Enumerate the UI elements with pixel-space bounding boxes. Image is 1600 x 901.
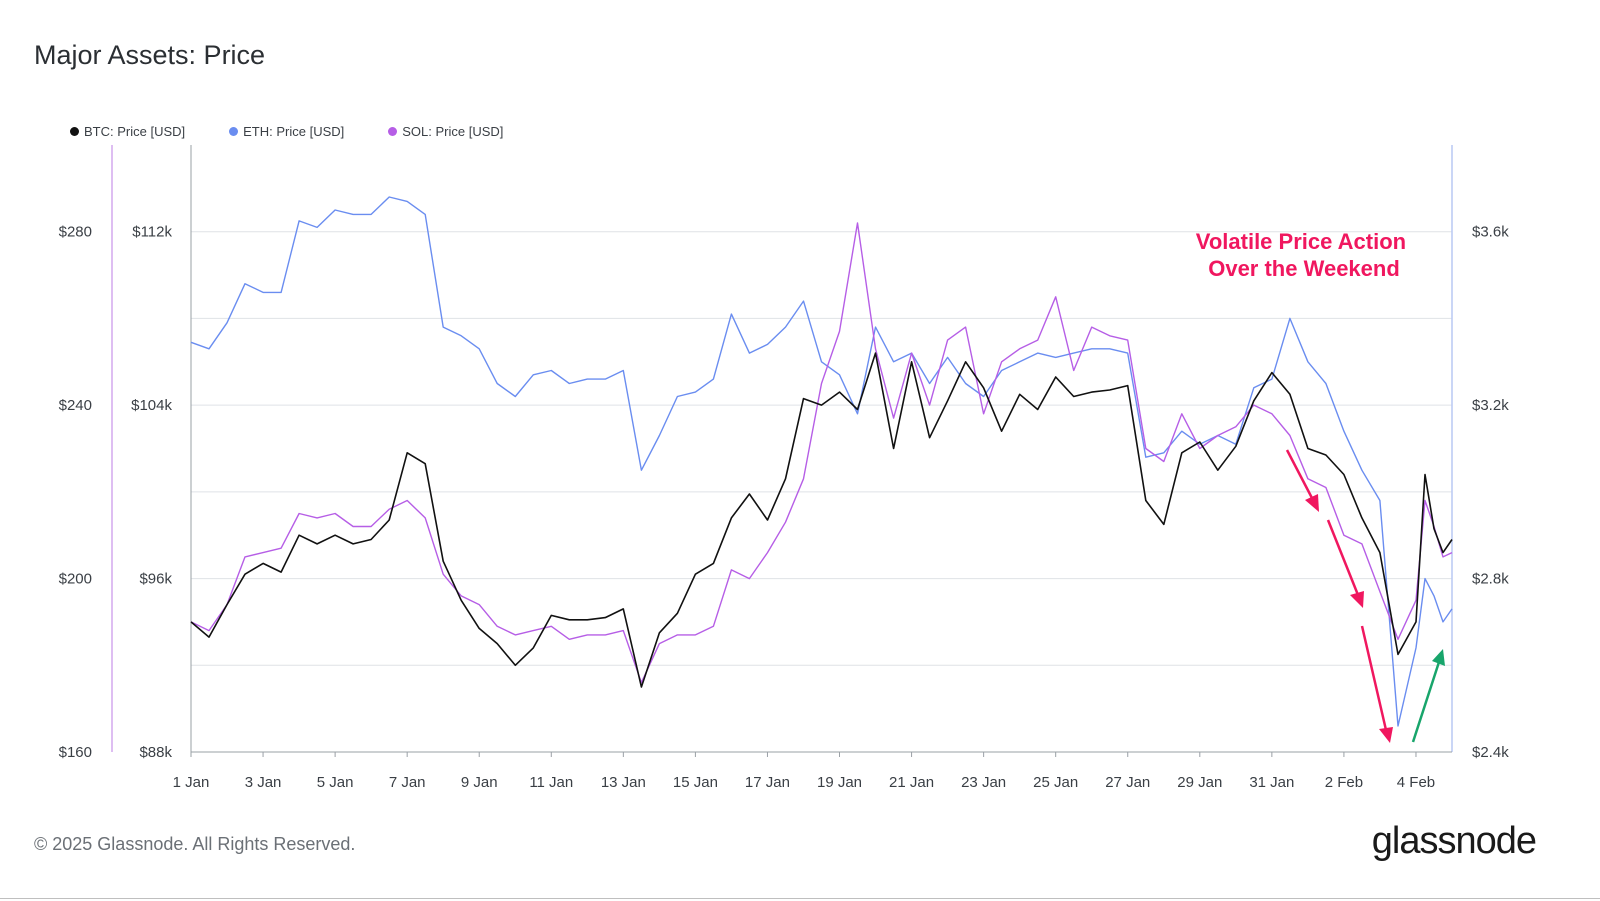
chart-title: Major Assets: Price	[34, 40, 266, 70]
x-tick-label: 3 Jan	[245, 774, 282, 791]
legend-dot-sol	[388, 127, 398, 136]
annotation: Volatile Price Action Over the Weekend	[1196, 229, 1445, 743]
x-tick-label: 21 Jan	[889, 774, 934, 791]
bottom-divider	[0, 898, 1600, 899]
x-tick-label: 15 Jan	[673, 774, 718, 791]
down-arrow-1	[1285, 449, 1319, 512]
btc-tick-label: $88k	[139, 744, 172, 761]
eth-price-line[interactable]	[190, 196, 1453, 727]
btc-tick-label: $104k	[131, 397, 172, 414]
eth-tick-label: $3.2k	[1472, 397, 1509, 414]
x-tick-label: 23 Jan	[961, 774, 1006, 791]
x-tick-label: 7 Jan	[389, 774, 426, 791]
eth-tick-label: $2.8k	[1472, 571, 1509, 588]
x-tick-label: 29 Jan	[1177, 774, 1222, 791]
x-tick-label: 31 Jan	[1249, 774, 1294, 791]
legend-item-btc[interactable]: BTC: Price [USD]	[70, 124, 185, 139]
eth-tick-label: $3.6k	[1472, 224, 1509, 241]
x-tick-label: 4 Feb	[1397, 774, 1435, 791]
btc-axis-ticks: $88k $96k $104k $112k	[131, 224, 172, 761]
sol-tick-label: $200	[59, 571, 92, 588]
btc-tick-label: $96k	[139, 571, 172, 588]
legend-label-eth: ETH: Price [USD]	[243, 124, 345, 139]
x-tick-label: 1 Jan	[173, 774, 210, 791]
sol-tick-label: $240	[59, 397, 92, 414]
btc-tick-label: $112k	[132, 224, 172, 241]
eth-tick-label: $2.4k	[1472, 744, 1509, 761]
x-tick-label: 17 Jan	[745, 774, 790, 791]
copyright-footer: © 2025 Glassnode. All Rights Reserved.	[34, 834, 356, 854]
btc-price-line[interactable]	[190, 352, 1453, 688]
legend-dot-eth	[229, 127, 239, 136]
annotation-text: Volatile Price Action Over the Weekend	[1196, 229, 1412, 281]
x-tick-label: 2 Feb	[1325, 774, 1363, 791]
up-arrow	[1411, 649, 1445, 743]
x-axis-ticks: 1 Jan 3 Jan 5 Jan 7 Jan 9 Jan 11 Jan 13 Jan 15 …	[173, 752, 1435, 791]
sol-axis-ticks: $160 $200 $240 $280	[59, 224, 92, 761]
eth-axis-ticks: $2.4k $2.8k $3.2k $3.6k	[1472, 224, 1509, 761]
annotation-line-1: Volatile Price Action	[1196, 229, 1406, 254]
x-tick-label: 13 Jan	[601, 774, 646, 791]
legend-dot-btc	[70, 127, 79, 136]
legend-label-sol: SOL: Price [USD]	[402, 124, 504, 139]
legend-item-sol[interactable]: SOL: Price [USD]	[388, 124, 503, 139]
sol-price-line[interactable]	[190, 222, 1453, 684]
down-arrow-2	[1326, 519, 1364, 608]
x-tick-label: 27 Jan	[1105, 774, 1150, 791]
legend-item-eth[interactable]: ETH: Price [USD]	[229, 124, 344, 139]
legend-label-btc: BTC: Price [USD]	[84, 124, 186, 139]
annotation-line-2: Over the Weekend	[1208, 256, 1400, 281]
sol-tick-label: $160	[59, 744, 92, 761]
x-tick-label: 5 Jan	[317, 774, 354, 791]
chart-legend: BTC: Price [USD] ETH: Price [USD] SOL: P…	[70, 124, 503, 139]
x-tick-label: 11 Jan	[529, 774, 573, 791]
series-lines	[190, 196, 1453, 727]
x-tick-label: 25 Jan	[1033, 774, 1078, 791]
down-arrow-3	[1360, 625, 1393, 743]
x-tick-label: 19 Jan	[817, 774, 862, 791]
grid-lines	[191, 231, 1452, 666]
glassnode-logo: glassnode	[1371, 820, 1537, 862]
x-tick-label: 9 Jan	[461, 774, 498, 791]
sol-tick-label: $280	[59, 224, 92, 241]
